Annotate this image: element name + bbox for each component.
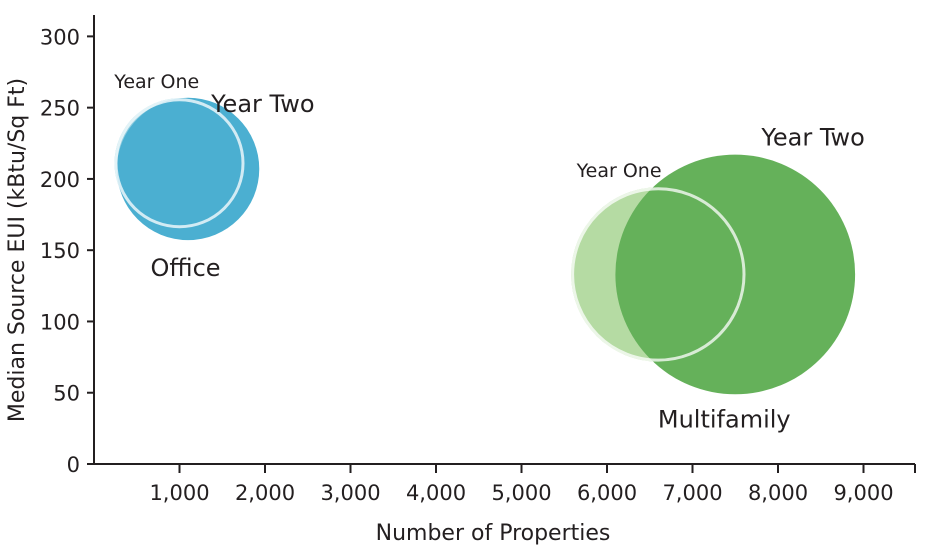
- x-tick-label: 7,000: [662, 481, 722, 505]
- y-tick-label: 50: [53, 382, 80, 406]
- y-tick-label: 150: [40, 239, 80, 263]
- y-axis-title: Median Source EUI (kBtu/Sq Ft): [5, 78, 30, 422]
- bubble-year-two: [116, 97, 260, 241]
- x-tick-label: 6,000: [577, 481, 637, 505]
- x-tick-label: 2,000: [235, 481, 295, 505]
- y-tick-label: 100: [40, 310, 80, 334]
- x-tick-label: 4,000: [406, 481, 466, 505]
- labels-layer: Year One Year Two Office Year One Year Two Mu…: [113, 71, 865, 433]
- y-tick-label: 300: [40, 25, 80, 49]
- bubble-label-year-one: Year One: [113, 71, 199, 93]
- axes-layer: 0 50 100 150 200 250 300 1,000 2,000 3,000 4,000 5,…: [40, 15, 916, 505]
- bubble-year-one-outline: [571, 187, 746, 362]
- bubbles-layer: [114, 97, 856, 395]
- y-tick-label: 250: [40, 97, 80, 121]
- x-tick-label: 9,000: [833, 481, 893, 505]
- bubble-year-one-outline: [114, 98, 245, 229]
- y-tick-label: 200: [40, 168, 80, 192]
- group-label: Multifamily: [658, 405, 791, 433]
- bubble-label-year-two: Year Two: [210, 90, 314, 118]
- bubble-label-year-one: Year One: [576, 160, 662, 182]
- group-label: Office: [150, 254, 220, 282]
- x-tick-label: 5,000: [491, 481, 551, 505]
- x-tick-label: 8,000: [748, 481, 808, 505]
- y-tick-label: 0: [67, 453, 80, 477]
- x-tick-label: 1,000: [149, 481, 209, 505]
- x-axis-title: Number of Properties: [376, 521, 611, 546]
- bubble-label-year-two: Year Two: [760, 124, 864, 152]
- bubble-year-two: [615, 154, 856, 395]
- x-tick-label: 3,000: [320, 481, 380, 505]
